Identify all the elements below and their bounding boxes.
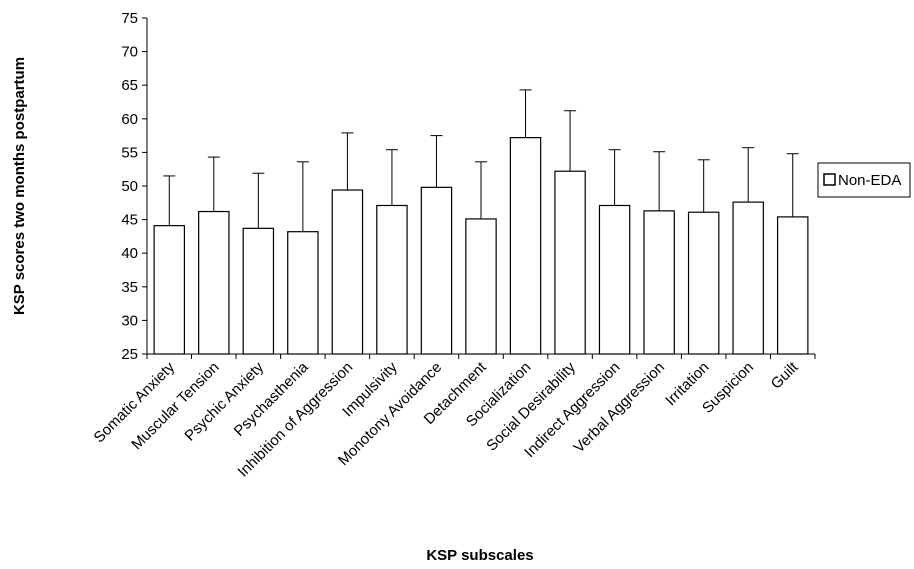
- y-tick-label: 65: [121, 77, 138, 94]
- bar: [598, 204, 631, 355]
- bar: [776, 216, 809, 355]
- y-tick-label: 35: [121, 279, 138, 296]
- bar: [153, 225, 186, 355]
- bar: [376, 204, 408, 355]
- x-axis-title: KSP subscales: [426, 547, 533, 564]
- x-tick-label: Guilt: [768, 358, 802, 392]
- bar: [287, 231, 319, 355]
- y-tick-label: 25: [121, 346, 138, 363]
- y-tick-label: 75: [121, 10, 138, 27]
- y-tick-label: 55: [121, 144, 138, 161]
- bar: [198, 210, 230, 355]
- bar: [687, 211, 720, 355]
- y-tick-label: 45: [121, 212, 138, 229]
- bar: [554, 170, 586, 355]
- x-tick-label: Somatic Anxiety: [91, 358, 179, 446]
- y-tick-label: 70: [121, 44, 138, 61]
- bar: [643, 210, 675, 355]
- bar: [420, 186, 453, 355]
- y-tick-label: 60: [121, 111, 138, 128]
- y-tick-label: 30: [121, 312, 138, 329]
- y-axis-title: KSP scores two months postpartum: [11, 57, 28, 315]
- y-tick-label: 50: [121, 178, 138, 195]
- bar: [465, 218, 497, 355]
- legend-label: Non-EDA: [838, 172, 901, 189]
- legend-swatch: [823, 173, 836, 186]
- bar: [509, 137, 542, 355]
- bar: [331, 189, 364, 355]
- bar: [732, 201, 764, 355]
- bar: [242, 227, 275, 355]
- y-tick-label: 40: [121, 245, 138, 262]
- x-tick-label: Psychic Anxiety: [181, 358, 267, 444]
